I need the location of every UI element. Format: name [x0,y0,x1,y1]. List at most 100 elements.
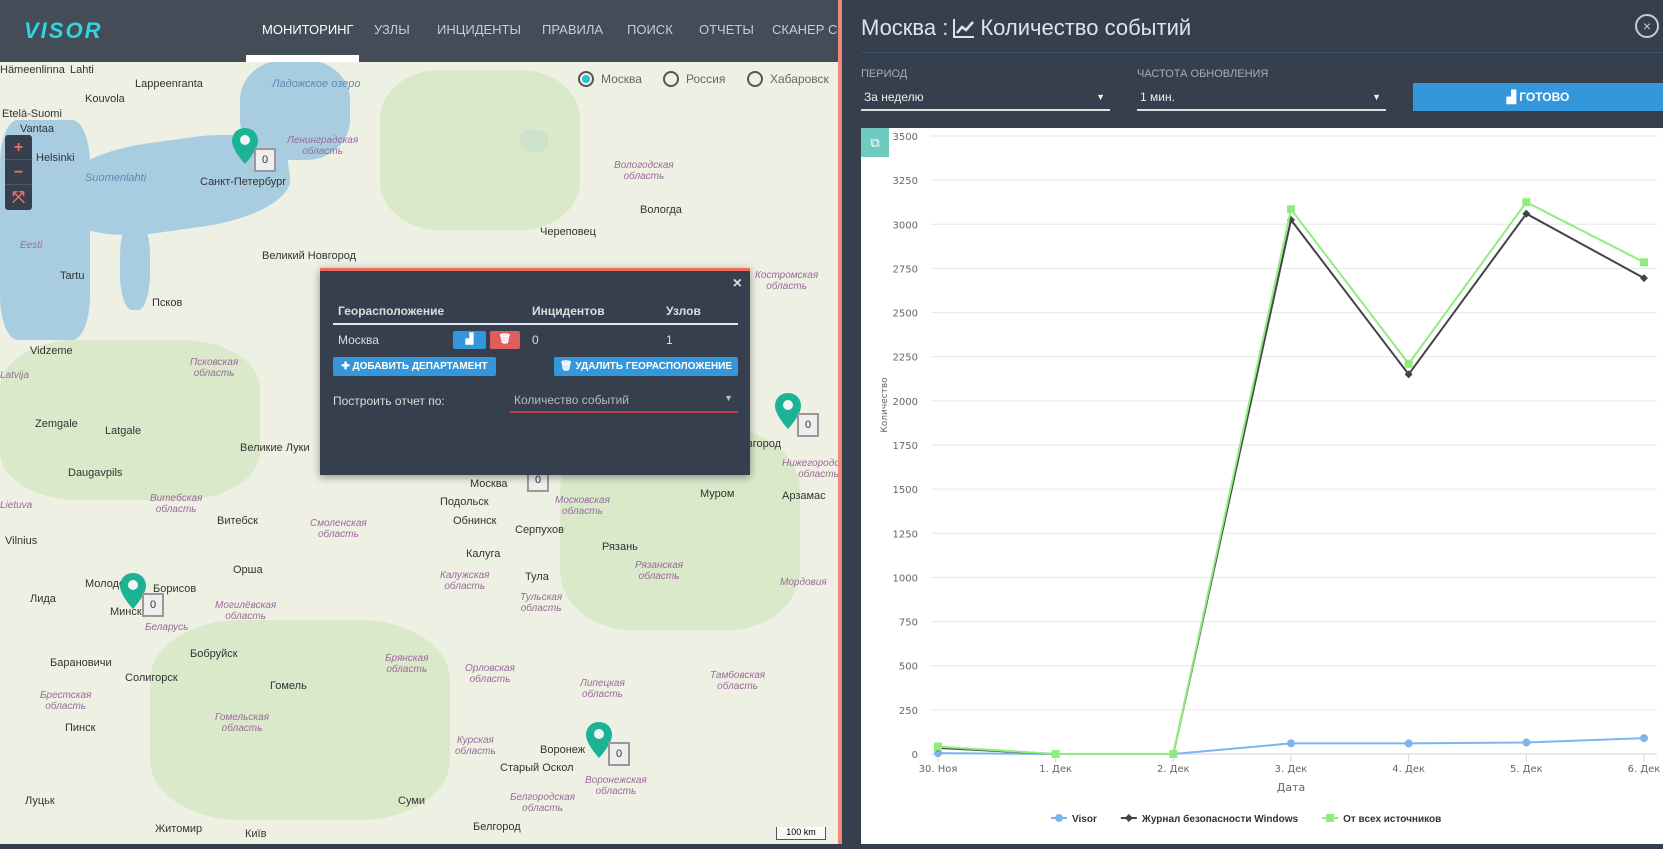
map-label: Московская область [555,495,610,517]
map-label: Рязанская область [635,560,684,582]
button-label: УДАЛИТЬ ГЕОРАСПОЛОЖЕНИЕ [575,361,733,372]
map-label: Мордовия [780,577,827,588]
period-label: ПЕРИОД [861,68,908,80]
select-value: Количество событий [514,393,629,407]
y-tick-label: 1000 [893,573,918,584]
report-select[interactable]: Количество событий ▼ [510,389,738,413]
data-point [934,742,942,751]
dropdown-arrow-icon: ▼ [724,393,733,403]
data-point [1404,739,1413,748]
data-point [1522,198,1531,207]
map-label: Пинск [65,722,96,734]
map-label: Суми [398,795,426,807]
export-button[interactable]: ⧉ [861,128,889,157]
fit-bounds-button[interactable]: ⤧ [12,189,25,206]
map-label: Луцьк [25,795,55,807]
map-label: Великий Новгород [262,250,357,262]
select-value: За неделю [864,90,924,104]
x-tick-label: 4. Дек [1392,764,1425,775]
map-scale: 100 km [776,827,826,840]
map-label: Белгород [473,821,521,833]
legend-marker [1124,814,1133,822]
active-tab-indicator [246,55,359,62]
nav-monitoring[interactable]: МОНИТОРИНГ [262,22,354,37]
nav-search[interactable]: ПОИСК [627,22,673,37]
dropdown-arrow-icon: ▼ [1096,92,1105,102]
map-label: Брянская область [385,653,429,675]
nav-nodes[interactable]: УЗЛЫ [374,22,410,37]
region-radio-khabarovsk[interactable]: Хабаровск [747,71,829,87]
popup-close-button[interactable]: × [732,275,742,292]
map-pin-icon[interactable] [120,573,146,609]
button-label: ГОТОВО [1519,90,1570,104]
map-label: Псковская область [190,357,239,379]
add-department-button[interactable]: ✚ ДОБАВИТЬ ДЕПАРТАМЕНТ [333,357,496,376]
map-label: Тульская область [520,592,563,614]
data-point [1287,739,1295,748]
period-select[interactable]: За неделю ▼ [861,86,1110,111]
map-label: Vilnius [5,535,38,547]
delete-row-button[interactable]: 🗑 [490,331,520,349]
y-tick-label: 1500 [893,485,918,496]
nav-reports[interactable]: ОТЧЕТЫ [699,22,754,37]
region-radio-moscow[interactable]: Москва [578,71,642,87]
nav-rules[interactable]: ПРАВИЛА [542,22,604,37]
marker-count-badge[interactable]: 0 [142,593,164,617]
done-button[interactable]: ▟ ГОТОВО [1413,83,1663,111]
map-label: Lahti [70,64,94,76]
refresh-select[interactable]: 1 мин. ▼ [1137,86,1386,111]
data-point [1640,274,1648,283]
panel-border [838,0,842,844]
marker-count-badge[interactable]: 0 [254,148,276,172]
delete-location-button[interactable]: 🗑 УДАЛИТЬ ГЕОРАСПОЛОЖЕНИЕ [554,357,738,376]
chart-button[interactable]: ▟ [453,331,486,349]
y-tick-label: 3000 [893,220,918,231]
map-label: Ленинградская область [287,135,359,157]
logo: VISOR [24,18,103,43]
map-label: Псков [152,297,183,309]
marker-count-badge[interactable]: 0 [797,413,819,437]
map-label: Липецкая область [580,678,625,700]
map-label: Череповец [540,226,596,238]
dropdown-arrow-icon: ▼ [1372,92,1381,102]
radio-icon [663,71,679,87]
plus-icon: ✚ [341,361,353,372]
marker-count-badge[interactable]: 0 [608,742,630,766]
region-radio-russia[interactable]: Россия [663,71,725,87]
y-tick-label: 2250 [893,353,918,364]
map-label: Suomenlahti [85,172,147,184]
y-tick-label: 0 [912,750,918,761]
trash-icon: 🗑 [498,334,512,345]
panel-close-button[interactable]: × [1635,14,1659,38]
data-point [1051,750,1060,758]
nav-incidents[interactable]: ИНЦИДЕНТЫ [437,22,522,37]
data-point [1640,258,1648,267]
map-label: Daugavpils [68,467,123,479]
map-pin-icon[interactable] [775,393,801,429]
map-label: Арзамас [782,490,826,502]
y-tick-label: 2500 [893,309,918,320]
zoom-in-button[interactable]: + [5,135,32,160]
map-label: Вологодская область [614,160,674,182]
zoom-out-button[interactable]: − [5,160,32,185]
nav-scanner[interactable]: СКАНЕР СЕ [772,22,838,37]
map-label: Курская область [455,735,496,757]
map-pin-icon[interactable] [232,128,258,164]
map-label: Helsinki [36,152,75,164]
location-popup: × Георасположение Инцидентов Узлов Москв… [320,268,750,475]
map-label: Lietuva [0,500,33,511]
map-label: Воронеж [540,744,586,756]
x-tick-label: 2. Дек [1157,764,1190,775]
map-label: Витебск [217,515,258,527]
map-pin-icon[interactable] [586,722,612,758]
data-point [1522,738,1531,747]
cell-nodes: 1 [666,333,673,347]
col-header-nodes: Узлов [666,304,701,318]
refresh-label: ЧАСТОТА ОБНОВЛЕНИЯ [1137,68,1269,80]
data-point [1287,205,1295,214]
panel-title: Москва : Количество событий [861,15,1191,41]
map-label: Ладожское озеро [272,78,361,90]
col-header-location: Георасположение [338,304,445,318]
y-tick-label: 2000 [893,397,918,408]
y-tick-label: 2750 [893,264,918,275]
